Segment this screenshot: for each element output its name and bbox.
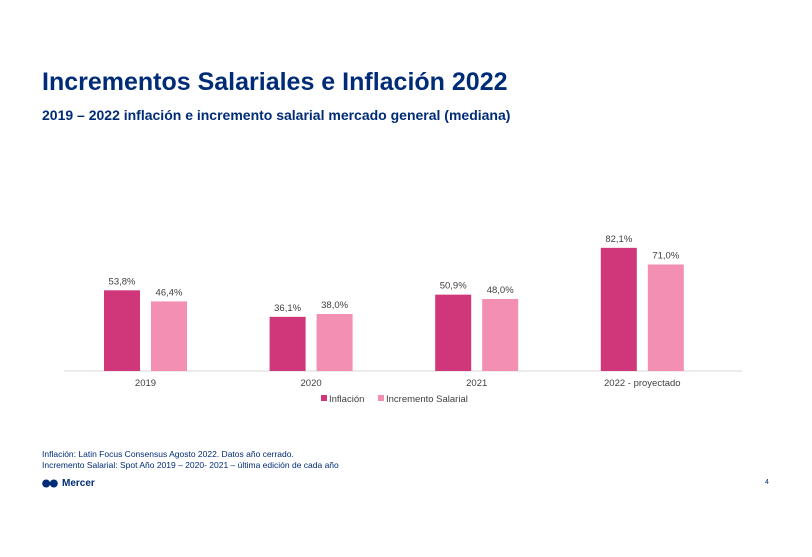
mercer-logo-text: Mercer (62, 478, 95, 489)
legend-swatch-incremento-salarial (378, 395, 384, 401)
bar-chart: 53,8% 46,4% 2019 36,1% 38,0% 2020 50,9% 48,0% 20… (64, 234, 742, 405)
legend-label-inflaci-n: Inflación (329, 394, 364, 405)
bar-incremento-salarial-0 (151, 301, 187, 371)
data-label-incremento-salarial-1: 38,0% (321, 300, 348, 311)
bar-incremento-salarial-2 (482, 299, 519, 371)
x-tick-label-3: 2022 - proyectado (604, 378, 681, 389)
data-label-incremento-salarial-0: 46,4% (156, 287, 183, 298)
x-tick-label-0: 2019 (135, 378, 156, 389)
bar-inflaci-n-1 (269, 316, 306, 371)
bar-inflaci-n-0 (104, 290, 140, 371)
data-label-incremento-salarial-3: 71,0% (652, 251, 679, 262)
data-label-inflaci-n-0: 53,8% (109, 276, 136, 287)
x-tick-label-2: 2021 (466, 378, 487, 389)
data-label-incremento-salarial-2: 48,0% (487, 285, 514, 296)
legend-swatch-inflaci-n (321, 395, 327, 401)
bar-incremento-salarial-3 (647, 264, 684, 371)
mercer-logo: Mercer (42, 478, 95, 489)
footnote-salary-source: Incremento Salarial: Spot Año 2019 – 202… (42, 460, 339, 470)
footnotes: Inflación: Latin Focus Consensus Agosto … (42, 449, 339, 471)
mercer-logo-icon (42, 479, 58, 488)
data-label-inflaci-n-2: 50,9% (440, 281, 467, 292)
bar-inflaci-n-2 (435, 294, 472, 371)
bar-incremento-salarial-1 (316, 314, 353, 371)
page-number: 4 (765, 479, 769, 486)
bar-inflaci-n-3 (600, 247, 637, 371)
slide-subtitle: 2019 – 2022 inflación e incremento salar… (42, 107, 511, 123)
legend-label-incremento-salarial: Incremento Salarial (386, 394, 468, 405)
x-tick-label-1: 2020 (301, 378, 322, 389)
data-label-inflaci-n-3: 82,1% (605, 234, 632, 245)
footnote-inflation-source: Inflación: Latin Focus Consensus Agosto … (42, 449, 294, 459)
slide-title: Incrementos Salariales e Inflación 2022 (42, 68, 508, 96)
data-label-inflaci-n-1: 36,1% (274, 303, 301, 314)
